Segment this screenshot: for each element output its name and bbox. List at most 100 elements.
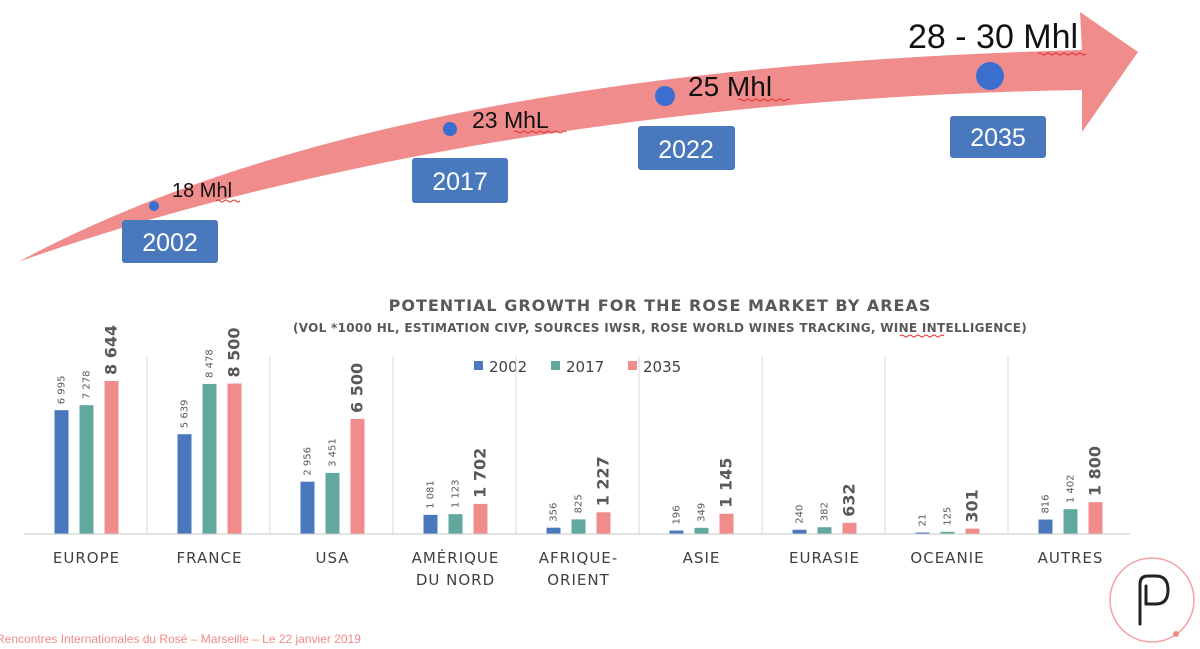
data-label-2002-1: 5 639 xyxy=(180,400,191,429)
footer-text: Rencontres Internationales du Rosé – Mar… xyxy=(0,632,361,646)
data-label-2002-6: 240 xyxy=(795,505,806,524)
bar-2017-8 xyxy=(1063,509,1078,534)
legend-label-2035: 2035 xyxy=(643,358,681,376)
bar-2002-1 xyxy=(177,434,192,534)
legend-label-2017: 2017 xyxy=(566,358,604,376)
milestone-volume: 18 Mhl xyxy=(172,180,232,202)
data-label-2035-5: 1 145 xyxy=(717,458,736,508)
year-box xyxy=(638,126,735,170)
bar-2035-6 xyxy=(842,522,857,534)
bar-2017-7 xyxy=(940,531,955,534)
data-label-2002-0: 6 995 xyxy=(57,376,68,405)
data-label-2035-7: 301 xyxy=(963,489,982,522)
data-label-2002-3: 1 081 xyxy=(426,480,437,509)
milestone-dot xyxy=(976,62,1004,90)
chart-title: POTENTIAL GROWTH FOR THE ROSE MARKET BY … xyxy=(389,296,932,315)
x-tick-label: AFRIQUE-ORIENT xyxy=(539,549,618,589)
data-label-2035-6: 632 xyxy=(840,483,859,516)
milestone-2002: 18 Mhl 2002 xyxy=(122,180,241,263)
milestone-2017: 23 MhL 2017 xyxy=(412,107,567,203)
data-label-2017-5: 349 xyxy=(697,503,708,522)
bar-2002-8 xyxy=(1038,519,1053,534)
year-box xyxy=(122,220,218,263)
data-label-2035-3: 1 702 xyxy=(471,448,490,498)
legend-swatch-2017 xyxy=(551,361,560,370)
data-label-2017-0: 7 278 xyxy=(82,371,93,400)
x-tick-label: ASIE xyxy=(683,549,721,567)
legend-swatch-2035 xyxy=(628,361,637,370)
data-label-2017-6: 382 xyxy=(820,502,831,521)
x-tick-label: FRANCE xyxy=(177,549,243,567)
x-tick-label: AMÉRIQUE DU NORD xyxy=(412,548,500,589)
milestone-volume: 28 - 30 Mhl xyxy=(908,18,1078,56)
spellcheck-underline xyxy=(513,130,567,134)
bar-2017-5 xyxy=(694,527,709,534)
milestone-dot xyxy=(149,201,159,211)
bar-2017-3 xyxy=(448,514,463,534)
data-label-2002-2: 2 956 xyxy=(303,447,314,476)
x-tick-label: EUROPE xyxy=(53,549,120,567)
data-label-2017-2: 3 451 xyxy=(328,438,339,467)
year-label: 2022 xyxy=(658,136,714,164)
data-label-2017-4: 825 xyxy=(574,494,585,513)
bar-2035-4 xyxy=(596,512,611,534)
spellcheck-underline xyxy=(899,334,945,338)
milestone-2035: 28 - 30 Mhl 2035 xyxy=(908,18,1087,158)
milestone-volume: 25 Mhl xyxy=(688,71,772,102)
chart-subtitle: (VOL *1000 HL, ESTIMATION CIVP, SOURCES … xyxy=(293,321,1027,335)
bar-2002-0 xyxy=(54,410,69,534)
data-label-2035-0: 8 644 xyxy=(102,325,121,375)
milestone-dot xyxy=(655,86,675,106)
legend-swatch-2002 xyxy=(474,361,483,370)
spellcheck-underline xyxy=(737,98,791,102)
bar-2035-2 xyxy=(350,418,365,534)
year-label: 2035 xyxy=(970,124,1026,152)
data-label-2002-8: 816 xyxy=(1041,494,1052,513)
spellcheck-underline xyxy=(215,199,241,203)
spellcheck-underline xyxy=(1037,52,1087,56)
bar-2002-6 xyxy=(792,529,807,534)
bar-2035-3 xyxy=(473,503,488,534)
data-label-2035-1: 8 500 xyxy=(225,327,244,377)
x-tick-label: OCEANIE xyxy=(910,549,984,567)
x-tick-label: USA xyxy=(315,549,349,567)
bar-2002-4 xyxy=(546,527,561,534)
bar-2002-3 xyxy=(423,514,438,534)
bar-2035-8 xyxy=(1088,502,1103,534)
bar-2017-0 xyxy=(79,405,94,534)
data-label-2035-8: 1 800 xyxy=(1086,446,1105,496)
data-label-2017-8: 1 402 xyxy=(1066,475,1077,504)
bar-2035-7 xyxy=(965,528,980,534)
x-tick-label: EURASIE xyxy=(789,549,860,567)
data-label-2017-7: 125 xyxy=(943,507,954,526)
bar-2017-1 xyxy=(202,383,217,534)
year-box xyxy=(950,116,1046,158)
milestone-2022: 25 Mhl 2022 xyxy=(638,71,791,170)
bar-2017-2 xyxy=(325,472,340,534)
x-tick-label: AUTRES xyxy=(1038,549,1104,567)
year-box xyxy=(412,158,508,203)
bar-2002-2 xyxy=(300,481,315,534)
plot-area: 6 995 7 278 8 644 EUROPE 5 639 8 478 8 500 FRAN… xyxy=(53,325,1105,589)
bar-2035-1 xyxy=(227,383,242,534)
chart-legend: 2002 2017 2035 xyxy=(474,358,681,376)
year-label: 2017 xyxy=(432,168,488,196)
data-label-2002-5: 196 xyxy=(672,505,683,524)
data-label-2017-1: 8 478 xyxy=(205,349,216,378)
bar-2017-6 xyxy=(817,527,832,534)
data-label-2017-3: 1 123 xyxy=(451,479,462,508)
bar-2035-0 xyxy=(104,381,119,534)
data-label-2002-7: 21 xyxy=(918,514,929,527)
year-label: 2002 xyxy=(142,229,198,257)
milestone-dot xyxy=(443,122,457,136)
p-logo-icon xyxy=(1109,557,1195,643)
data-label-2035-2: 6 500 xyxy=(348,363,367,413)
data-label-2035-4: 1 227 xyxy=(594,456,613,506)
bar-2002-5 xyxy=(669,530,684,534)
bar-2035-5 xyxy=(719,513,734,534)
legend-label-2002: 2002 xyxy=(489,358,527,376)
milestone-volume: 23 MhL xyxy=(472,107,549,133)
bar-2002-7 xyxy=(915,532,930,534)
data-label-2002-4: 356 xyxy=(549,503,560,522)
